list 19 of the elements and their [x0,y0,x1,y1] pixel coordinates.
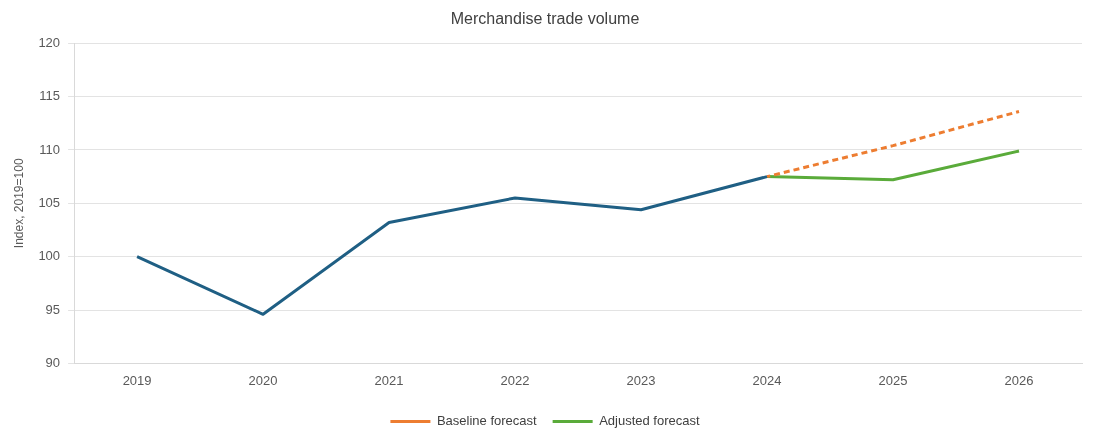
x-tick-label: 2022 [500,372,530,388]
legend-label: Baseline forecast [436,413,538,429]
x-tick-label: 2026 [1004,372,1034,388]
y-tick-label: 90 [45,354,61,370]
x-tick-label: 2023 [626,372,656,388]
y-tick-label: 115 [39,88,61,104]
x-tick-label: 2019 [122,372,152,388]
y-tick-label: 100 [38,248,61,264]
y-tick-label: 95 [45,301,61,317]
y-tick-label: 105 [38,194,61,210]
chart-title: Merchandise trade volume [450,10,640,28]
x-tick-label: 2020 [248,372,278,388]
y-axis-title: Index, 2019=100 [11,158,26,249]
x-tick-label: 2024 [752,372,782,388]
x-tick-label: 2021 [374,372,404,388]
x-tick-label: 2025 [878,372,908,388]
y-tick-label: 110 [39,141,61,157]
legend-label: Adjusted forecast [599,413,700,429]
y-tick-label: 120 [38,34,61,50]
